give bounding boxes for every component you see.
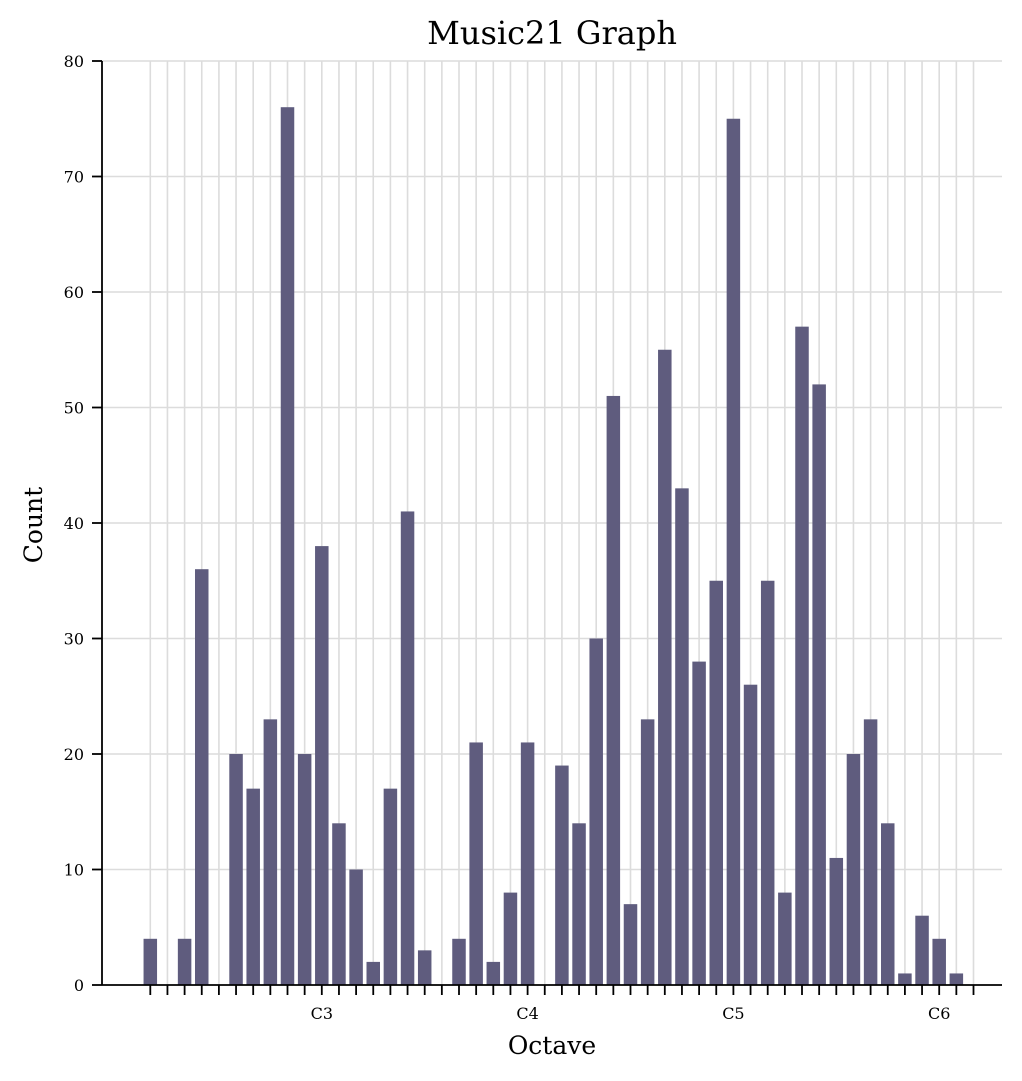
x-tick-label: C5 bbox=[722, 1004, 744, 1023]
bar bbox=[898, 973, 912, 985]
bar bbox=[726, 118, 741, 985]
y-tick-label: 40 bbox=[64, 514, 84, 533]
bar bbox=[589, 638, 603, 985]
bar bbox=[177, 938, 192, 985]
bar bbox=[863, 719, 878, 985]
x-tick-label: C4 bbox=[516, 1004, 538, 1023]
bar bbox=[658, 349, 672, 985]
bar bbox=[297, 754, 312, 985]
bar bbox=[332, 823, 346, 985]
bar bbox=[195, 569, 209, 985]
y-axis-label: Count bbox=[19, 487, 48, 563]
bar bbox=[606, 395, 621, 985]
bar bbox=[469, 742, 483, 985]
x-axis-label: Octave bbox=[508, 1031, 596, 1060]
bar bbox=[709, 580, 723, 985]
bar bbox=[829, 857, 844, 985]
y-tick-label: 50 bbox=[64, 399, 84, 418]
y-tick-label: 30 bbox=[64, 630, 84, 649]
bars-layer bbox=[143, 107, 964, 985]
bar bbox=[881, 823, 895, 985]
bar bbox=[143, 938, 158, 985]
y-tick-label: 0 bbox=[74, 976, 84, 995]
bar bbox=[743, 684, 758, 985]
y-tick-label: 10 bbox=[64, 861, 84, 880]
x-tick-label: C6 bbox=[928, 1004, 950, 1023]
bar bbox=[486, 961, 501, 985]
bar bbox=[520, 742, 535, 985]
y-tick-label: 20 bbox=[64, 745, 84, 764]
bar bbox=[812, 384, 826, 985]
bar bbox=[795, 326, 809, 985]
x-tick-label: C3 bbox=[311, 1004, 333, 1023]
bar bbox=[572, 823, 586, 985]
bar bbox=[675, 488, 689, 985]
bar bbox=[949, 973, 964, 985]
bar bbox=[229, 754, 243, 985]
bar bbox=[400, 511, 415, 985]
chart-title: Music21 Graph bbox=[427, 14, 677, 52]
bar bbox=[503, 892, 518, 985]
bar bbox=[366, 961, 380, 985]
ticks-layer: 0 10 20 30 40 50 60 70 80 C3 C4 C5 C6 bbox=[64, 52, 975, 1023]
bar bbox=[555, 765, 569, 985]
y-tick-label: 70 bbox=[64, 168, 84, 187]
bar bbox=[417, 950, 432, 985]
bar bbox=[915, 915, 929, 985]
y-tick-label: 80 bbox=[64, 52, 84, 71]
y-tick-label: 60 bbox=[64, 283, 84, 302]
bar bbox=[692, 661, 706, 985]
bar bbox=[349, 869, 363, 985]
bar bbox=[640, 719, 655, 985]
bar bbox=[760, 580, 775, 985]
bar bbox=[383, 788, 398, 985]
bar bbox=[932, 938, 946, 985]
bar bbox=[280, 107, 295, 985]
bar bbox=[623, 904, 638, 985]
bar bbox=[263, 719, 278, 985]
bar bbox=[315, 546, 329, 985]
bar bbox=[778, 892, 792, 985]
bar bbox=[452, 938, 466, 985]
bar bbox=[246, 788, 260, 985]
bar bbox=[846, 754, 861, 985]
